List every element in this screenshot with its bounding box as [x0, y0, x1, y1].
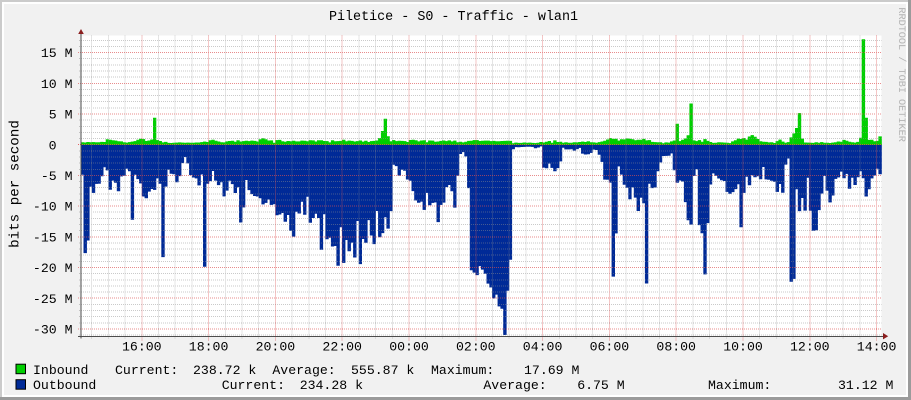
svg-text:00:00: 00:00	[389, 340, 429, 355]
svg-text:22:00: 22:00	[322, 340, 362, 355]
svg-text:Current:: Current:	[222, 378, 285, 393]
svg-text:Average:: Average:	[272, 363, 335, 378]
svg-text:04:00: 04:00	[523, 340, 563, 355]
svg-text:18:00: 18:00	[189, 340, 229, 355]
svg-text:555.87 k: 555.87 k	[351, 363, 414, 378]
svg-text:Maximum:: Maximum:	[708, 378, 771, 393]
svg-text:238.72 k: 238.72 k	[193, 363, 256, 378]
svg-text:31.12 M: 31.12 M	[838, 378, 893, 393]
svg-text:12:00: 12:00	[790, 340, 830, 355]
svg-text:234.28 k: 234.28 k	[300, 378, 363, 393]
svg-text:08:00: 08:00	[656, 340, 696, 355]
svg-text:-20 M: -20 M	[33, 261, 73, 276]
svg-text:10:00: 10:00	[723, 340, 763, 355]
svg-text:Average:: Average:	[483, 378, 546, 393]
svg-text:-5 M: -5 M	[41, 169, 73, 184]
svg-text:Current:: Current:	[115, 363, 178, 378]
svg-text:10 M: 10 M	[41, 77, 73, 92]
svg-text:Maximum:: Maximum:	[431, 363, 494, 378]
svg-text:0: 0	[49, 138, 57, 153]
svg-text:02:00: 02:00	[456, 340, 496, 355]
svg-text:Piletice - S0 - Traffic - wlan: Piletice - S0 - Traffic - wlan1	[329, 10, 578, 25]
svg-text:14:00: 14:00	[857, 340, 897, 355]
svg-text:-25 M: -25 M	[33, 292, 73, 307]
svg-text:-10 M: -10 M	[33, 200, 73, 215]
svg-text:RRDTOOL / TOBI OETIKER: RRDTOOL / TOBI OETIKER	[895, 7, 907, 142]
svg-text:bits per second: bits per second	[8, 120, 24, 248]
svg-text:-15 M: -15 M	[33, 230, 73, 245]
svg-text:Outbound: Outbound	[33, 378, 96, 393]
svg-text:06:00: 06:00	[590, 340, 630, 355]
svg-text:6.75 M: 6.75 M	[577, 378, 625, 393]
svg-text:-30 M: -30 M	[33, 323, 73, 338]
svg-text:Inbound: Inbound	[33, 363, 88, 378]
svg-text:15 M: 15 M	[41, 46, 73, 61]
svg-text:20:00: 20:00	[256, 340, 296, 355]
svg-text:16:00: 16:00	[122, 340, 162, 355]
svg-text:5 M: 5 M	[49, 108, 73, 123]
svg-text:17.69 M: 17.69 M	[524, 363, 579, 378]
